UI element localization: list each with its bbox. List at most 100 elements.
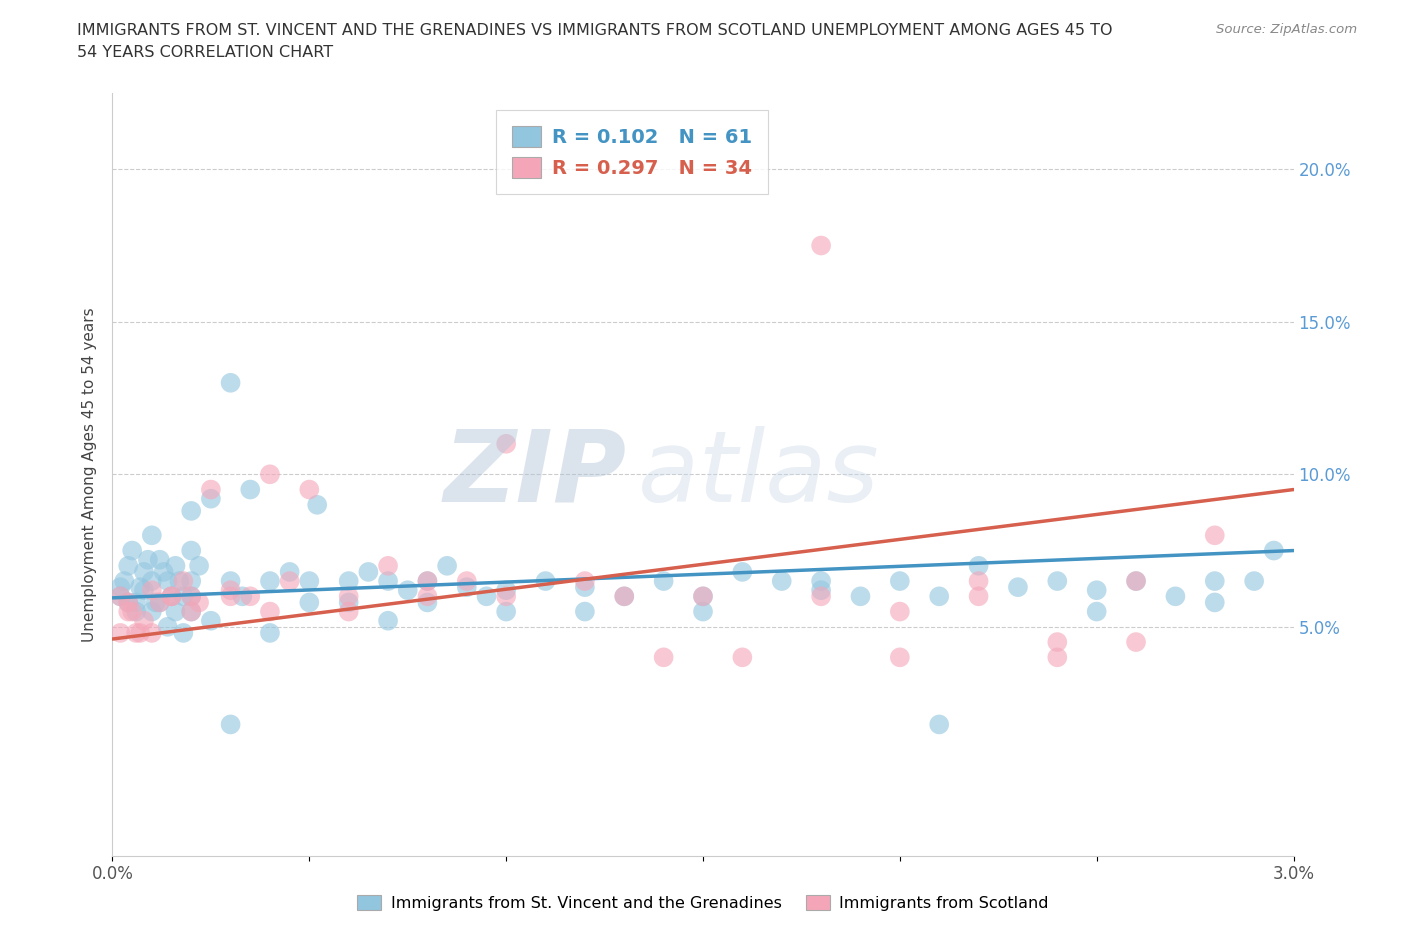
Point (160, 589, 183, 604)
Text: IMMIGRANTS FROM ST. VINCENT AND THE GRENADINES VS IMMIGRANTS FROM SCOTLAND UNEMP: IMMIGRANTS FROM ST. VINCENT AND THE GREN… (77, 23, 1112, 38)
Point (307, 498, 329, 512)
Point (160, 589, 183, 604)
Point (110, 589, 132, 604)
Point (259, 574, 281, 589)
Point (259, 467, 281, 482)
Point (132, 613, 155, 628)
Point (278, 574, 301, 589)
Point (180, 604, 202, 619)
Point (121, 604, 143, 619)
Point (1085, 583, 1108, 598)
Point (110, 589, 132, 604)
Point (889, 650, 911, 665)
Point (129, 579, 152, 594)
Point (475, 589, 498, 604)
Point (145, 595, 167, 610)
Point (125, 604, 148, 619)
Point (692, 589, 714, 604)
Point (1263, 543, 1285, 558)
Point (200, 491, 222, 506)
Point (337, 574, 360, 589)
Point (132, 583, 155, 598)
Point (337, 595, 360, 610)
Point (110, 626, 132, 641)
Point (928, 717, 950, 732)
Point (416, 595, 439, 610)
Point (1046, 634, 1069, 649)
Point (239, 482, 262, 497)
Point (889, 604, 911, 619)
Point (172, 574, 194, 589)
Point (613, 589, 636, 604)
Point (456, 574, 478, 589)
Point (141, 528, 163, 543)
Point (239, 589, 262, 604)
Point (298, 482, 321, 497)
Point (613, 589, 636, 604)
Point (200, 613, 222, 628)
Point (337, 589, 360, 604)
Point (180, 574, 202, 589)
Point (200, 482, 222, 497)
Point (125, 626, 148, 641)
Point (219, 574, 242, 589)
Point (652, 650, 675, 665)
Point (298, 574, 321, 589)
Point (377, 558, 399, 573)
Point (495, 604, 517, 619)
Point (810, 583, 832, 598)
Point (165, 558, 187, 573)
Text: Source: ZipAtlas.com: Source: ZipAtlas.com (1216, 23, 1357, 36)
Point (129, 626, 152, 641)
Point (149, 595, 172, 610)
Point (141, 604, 163, 619)
Point (172, 626, 194, 641)
Point (141, 583, 163, 598)
Point (259, 626, 281, 641)
Point (928, 589, 950, 604)
Point (1204, 574, 1226, 589)
Point (117, 595, 139, 610)
Point (692, 589, 714, 604)
Text: ZIP: ZIP (443, 426, 626, 523)
Point (810, 574, 832, 589)
Point (1125, 574, 1147, 589)
Legend: R = 0.102   N = 61, R = 0.297   N = 34: R = 0.102 N = 61, R = 0.297 N = 34 (496, 111, 768, 193)
Point (231, 589, 253, 604)
Point (1125, 574, 1147, 589)
Point (692, 604, 714, 619)
Point (180, 589, 202, 604)
Point (396, 583, 419, 598)
Point (219, 589, 242, 604)
Point (278, 565, 301, 579)
Legend: Immigrants from St. Vincent and the Grenadines, Immigrants from Scotland: Immigrants from St. Vincent and the Gren… (352, 889, 1054, 917)
Point (495, 589, 517, 604)
Point (495, 583, 517, 598)
Point (1046, 574, 1069, 589)
Point (810, 238, 832, 253)
Point (377, 613, 399, 628)
Point (652, 574, 675, 589)
Point (967, 589, 990, 604)
Point (416, 574, 439, 589)
Point (121, 543, 143, 558)
Point (117, 604, 139, 619)
Point (534, 574, 557, 589)
Point (180, 604, 202, 619)
Point (156, 574, 179, 589)
Point (165, 604, 187, 619)
Point (456, 579, 478, 594)
Point (416, 574, 439, 589)
Point (377, 574, 399, 589)
Point (141, 574, 163, 589)
Point (117, 558, 139, 573)
Point (1204, 528, 1226, 543)
Point (1243, 574, 1265, 589)
Point (337, 604, 360, 619)
Point (259, 604, 281, 619)
Point (149, 552, 172, 567)
Point (574, 574, 596, 589)
Text: 54 YEARS CORRELATION CHART: 54 YEARS CORRELATION CHART (77, 45, 333, 60)
Point (731, 565, 754, 579)
Point (152, 565, 174, 579)
